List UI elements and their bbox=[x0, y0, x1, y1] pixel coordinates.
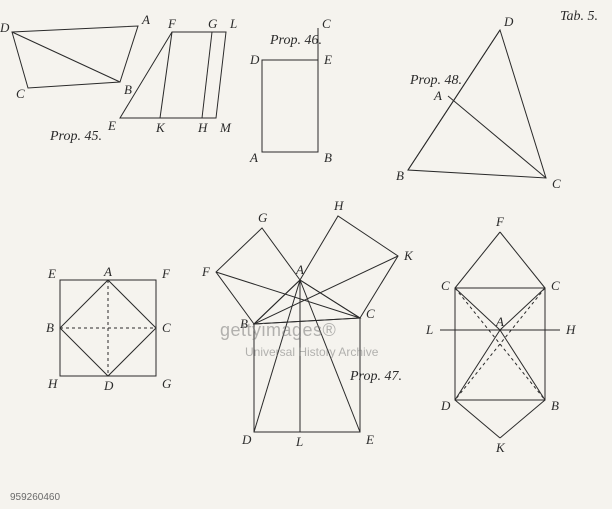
svg-text:H: H bbox=[47, 376, 58, 391]
svg-text:D: D bbox=[440, 398, 451, 413]
svg-text:B: B bbox=[46, 320, 54, 335]
svg-text:C: C bbox=[162, 320, 171, 335]
svg-text:C: C bbox=[16, 86, 25, 101]
svg-text:F: F bbox=[201, 264, 211, 279]
svg-text:D: D bbox=[241, 432, 252, 447]
svg-text:G: G bbox=[258, 210, 268, 225]
svg-text:C: C bbox=[552, 176, 561, 191]
svg-text:B: B bbox=[551, 398, 559, 413]
svg-text:E: E bbox=[47, 266, 56, 281]
svg-text:C: C bbox=[322, 16, 331, 31]
svg-text:H: H bbox=[565, 322, 576, 337]
svg-text:C: C bbox=[551, 278, 560, 293]
svg-text:Prop. 48.: Prop. 48. bbox=[409, 73, 462, 88]
svg-text:G: G bbox=[208, 16, 218, 31]
svg-text:L: L bbox=[229, 16, 237, 31]
svg-text:A: A bbox=[295, 262, 304, 277]
svg-text:D: D bbox=[0, 20, 10, 35]
svg-text:A: A bbox=[495, 314, 504, 329]
svg-text:Tab. 5.: Tab. 5. bbox=[560, 9, 598, 24]
svg-text:E: E bbox=[107, 118, 116, 133]
svg-text:L: L bbox=[295, 434, 303, 449]
svg-text:A: A bbox=[249, 150, 258, 165]
svg-text:K: K bbox=[495, 440, 506, 455]
svg-text:D: D bbox=[103, 378, 114, 393]
svg-text:A: A bbox=[433, 88, 442, 103]
svg-text:A: A bbox=[103, 264, 112, 279]
svg-text:D: D bbox=[503, 14, 514, 29]
svg-text:L: L bbox=[425, 322, 433, 337]
svg-text:H: H bbox=[197, 120, 208, 135]
svg-text:A: A bbox=[141, 12, 150, 27]
svg-text:E: E bbox=[365, 432, 374, 447]
svg-text:B: B bbox=[124, 82, 132, 97]
svg-text:B: B bbox=[324, 150, 332, 165]
svg-text:B: B bbox=[396, 168, 404, 183]
svg-text:M: M bbox=[219, 120, 232, 135]
svg-text:C: C bbox=[366, 306, 375, 321]
svg-text:B: B bbox=[240, 316, 248, 331]
svg-text:Prop. 46.: Prop. 46. bbox=[269, 33, 322, 48]
svg-text:K: K bbox=[403, 248, 414, 263]
image-id: 959260460 bbox=[10, 492, 60, 503]
svg-text:Prop. 47.: Prop. 47. bbox=[349, 369, 402, 384]
svg-text:F: F bbox=[495, 214, 505, 229]
svg-text:G: G bbox=[162, 376, 172, 391]
svg-text:E: E bbox=[323, 52, 332, 67]
svg-text:F: F bbox=[167, 16, 177, 31]
svg-text:K: K bbox=[155, 120, 166, 135]
svg-text:Prop. 45.: Prop. 45. bbox=[49, 129, 102, 144]
svg-text:C: C bbox=[441, 278, 450, 293]
svg-text:F: F bbox=[161, 266, 171, 281]
svg-text:H: H bbox=[333, 198, 344, 213]
svg-text:D: D bbox=[249, 52, 260, 67]
